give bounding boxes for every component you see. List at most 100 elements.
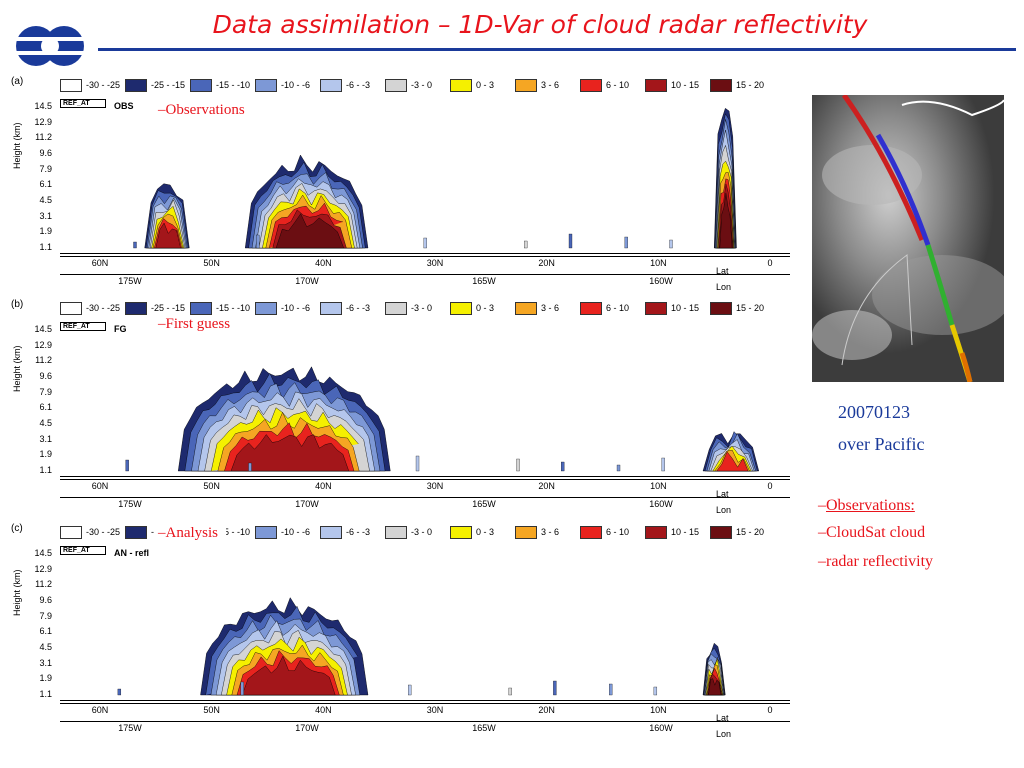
overlay-observations: –Observations (154, 102, 249, 119)
lat-tick-label: 10N (650, 481, 667, 491)
lat-tick-label: 0 (767, 258, 773, 268)
plot-name: OBS (114, 101, 134, 111)
reflectivity-contour (708, 678, 722, 696)
lon-axis: 175W 170W 165W 160W (60, 497, 790, 514)
plot-canvas (60, 322, 790, 477)
reflectivity-contour (275, 213, 344, 249)
legend-swatch (320, 301, 342, 315)
small-cell (256, 234, 260, 249)
legend-item: -25 - -15 (125, 77, 190, 93)
panel-label: (a) (11, 76, 24, 87)
lat-tick-label: 60N (91, 705, 109, 715)
lat-tick-label: 60N (91, 258, 109, 268)
legend-item: -6 - -3 (320, 300, 385, 316)
legend-item: -10 - -6 (255, 524, 320, 540)
small-cell (415, 455, 420, 472)
overlay-first-guess: –First guess (154, 316, 235, 333)
legend-swatch (385, 78, 407, 92)
y-tick-label: 11.2 (35, 579, 52, 590)
legend-label: 15 - 20 (736, 80, 765, 90)
legend-swatch (320, 525, 342, 539)
lat-axis-name: Lat (716, 713, 729, 723)
legend-swatch (645, 525, 667, 539)
plot-name: AN - refl (114, 548, 150, 558)
legend-item: -10 - -6 (255, 77, 320, 93)
legend-swatch (60, 525, 82, 539)
legend-label: -6 - -3 (346, 80, 371, 90)
legend-label: 3 - 6 (541, 527, 560, 537)
panel-a: (a) -30 - -25 -25 - -15 -15 - -10 -10 - -6 -6… (8, 74, 790, 296)
legend-item: 10 - 15 (645, 524, 710, 540)
legend-swatch (450, 78, 472, 92)
obs-line-2: –radar reflectivity (818, 553, 934, 570)
small-cell (616, 464, 621, 472)
legend-label: -25 - -15 (151, 303, 186, 313)
y-tick-label: 1.9 (39, 226, 52, 237)
reflectivity-contour (719, 192, 733, 249)
plot-tag: REF_AT (60, 322, 106, 331)
y-tick-label: 11.2 (35, 355, 52, 366)
legend-label: 15 - 20 (736, 527, 765, 537)
y-tick-label: 4.5 (39, 418, 52, 428)
date-text: 20070123 (838, 402, 910, 422)
legend-item: 3 - 6 (515, 300, 580, 316)
lon-tick-label: 160W (649, 723, 673, 733)
lon-axis: 175W 170W 165W 160W (60, 721, 790, 738)
obs-heading-label: Observations: (826, 497, 915, 514)
legend-item: -6 - -3 (320, 524, 385, 540)
lat-tick-label: 50N (203, 258, 220, 268)
small-cell (609, 683, 613, 696)
y-tick-label: 1.9 (39, 673, 52, 684)
plot-canvas (60, 99, 790, 254)
lat-tick-label: 0 (767, 705, 773, 715)
legend-swatch (450, 525, 472, 539)
overlay-analysis: –Analysis (154, 525, 226, 542)
legend-swatch (385, 301, 407, 315)
y-tick-label: 7.9 (39, 163, 52, 174)
y-axis-label: Height (km) (12, 122, 22, 169)
lon-tick-label: 160W (649, 276, 673, 286)
small-cell (653, 686, 658, 696)
lat-tick-label: 30N (426, 705, 444, 715)
lon-tick-label: 165W (472, 276, 496, 286)
legend-item: 6 - 10 (580, 524, 645, 540)
y-tick-label: 4.5 (39, 195, 52, 205)
lon-tick-label: 175W (118, 276, 142, 286)
legend-item: -3 - 0 (385, 524, 450, 540)
legend-swatch (515, 525, 537, 539)
legend-swatch (125, 78, 147, 92)
lon-tick-label: 170W (295, 499, 319, 509)
y-tick-label: 1.1 (39, 465, 52, 475)
legend-swatch (710, 301, 732, 315)
legend-item: -3 - 0 (385, 77, 450, 93)
small-cell (568, 233, 573, 249)
small-cell (508, 687, 512, 696)
legend-swatch (580, 78, 602, 92)
legend-swatch (515, 301, 537, 315)
lon-tick-label: 175W (118, 499, 142, 509)
lat-axis-name: Lat (716, 489, 729, 499)
lat-tick-label: 10N (650, 705, 667, 715)
y-tick-label: 3.1 (39, 657, 52, 668)
y-tick-label: 1.1 (39, 689, 52, 699)
legend-swatch (580, 301, 602, 315)
y-axis-label: Height (km) (12, 345, 22, 392)
legend-item: -10 - -6 (255, 300, 320, 316)
legend-swatch (645, 301, 667, 315)
y-tick-label: 12.9 (34, 116, 52, 127)
y-tick-label: 14.5 (34, 324, 52, 334)
legend-item: 0 - 3 (450, 524, 515, 540)
lon-tick-label: 170W (295, 276, 319, 286)
y-tick-label: 9.6 (39, 371, 52, 381)
y-tick-label: 9.6 (39, 595, 52, 605)
legend-label: 10 - 15 (671, 80, 700, 90)
legend-item: 15 - 20 (710, 77, 775, 93)
legend-swatch (60, 301, 82, 315)
legend-label: -10 - -6 (281, 303, 311, 313)
plot-tag: REF_AT (60, 99, 106, 108)
y-tick-label: 1.9 (39, 449, 52, 460)
lon-axis-name: Lon (716, 729, 732, 739)
plot-canvas (60, 546, 790, 701)
title-rule (98, 48, 1016, 51)
lat-axis: 60N 50N 40N 30N 20N 10N 0 (60, 256, 790, 273)
